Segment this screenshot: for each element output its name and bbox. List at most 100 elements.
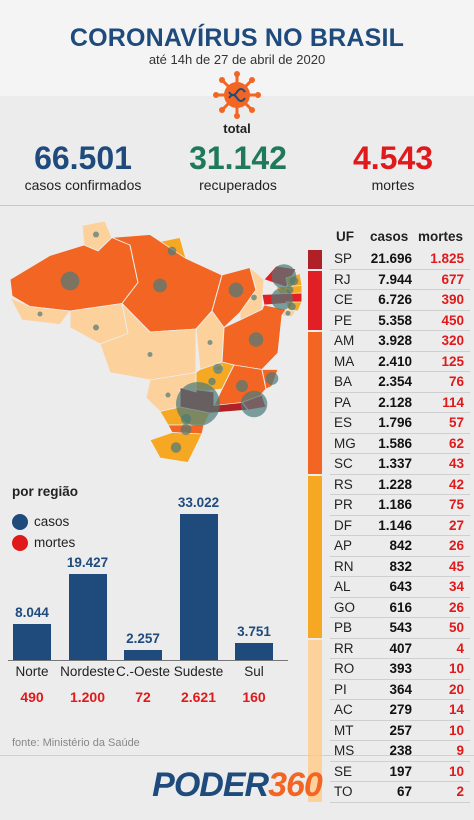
row-uf: MG xyxy=(334,435,356,451)
bar-sul xyxy=(235,643,273,660)
row-divider xyxy=(330,350,470,352)
bar-value-label: 8.044 xyxy=(15,605,49,621)
row-mortes: 10 xyxy=(448,763,464,779)
row-casos: 1.796 xyxy=(378,415,412,430)
row-casos: 2.410 xyxy=(378,353,412,369)
bar-value-label: 33.022 xyxy=(177,495,220,510)
row-divider xyxy=(330,432,470,434)
row-divider xyxy=(330,309,470,311)
deaths-value: 4.543 xyxy=(352,140,434,176)
row-mortes: 20 xyxy=(448,681,464,697)
row-uf: RJ xyxy=(334,271,351,287)
row-divider xyxy=(330,576,470,577)
row-mortes: 677 xyxy=(441,271,464,287)
bar-category-label: Nordeste xyxy=(60,664,115,679)
row-divider xyxy=(330,740,470,741)
row-casos: 1.186 xyxy=(378,497,412,512)
region-chart-title: por região xyxy=(12,484,79,499)
map-bubble-ba xyxy=(248,332,264,347)
row-divider xyxy=(330,658,470,659)
row-uf: GO xyxy=(334,599,356,615)
row-uf: PR xyxy=(334,497,353,512)
table-row: AM 3.928 320 xyxy=(330,331,470,352)
table-row: RS 1.228 42 xyxy=(330,475,470,495)
row-uf: RS xyxy=(334,476,353,492)
row-divider xyxy=(330,289,470,290)
row-uf: AL xyxy=(334,579,351,594)
confirmed-label: casos confirmados xyxy=(24,177,142,193)
map-bubble-rj xyxy=(240,390,268,418)
legend-cases-label: casos xyxy=(34,514,70,529)
tier-block xyxy=(308,270,322,330)
row-mortes: 43 xyxy=(448,456,464,471)
row-mortes: 26 xyxy=(448,599,464,615)
row-uf: DF xyxy=(334,517,352,533)
divider xyxy=(0,205,474,206)
bar-deaths-label: 160 xyxy=(242,689,266,705)
row-uf: SE xyxy=(334,763,353,779)
row-mortes: 390 xyxy=(441,292,464,307)
row-uf: PA xyxy=(334,394,352,410)
map-bubble-ro xyxy=(93,324,99,331)
row-divider xyxy=(330,330,470,331)
row-divider xyxy=(330,494,470,495)
bar-value-label: 2.257 xyxy=(126,631,160,647)
row-casos: 1.586 xyxy=(378,435,412,451)
table-row: PI 364 20 xyxy=(330,680,470,700)
row-divider xyxy=(330,801,470,803)
row-mortes: 9 xyxy=(456,743,464,758)
row-divider xyxy=(330,760,470,762)
bar-deaths-label: 72 xyxy=(135,689,151,705)
row-mortes: 42 xyxy=(448,476,464,492)
virus-icon xyxy=(213,71,261,119)
map-bubble-am xyxy=(60,271,80,291)
table-row: MG 1.586 62 xyxy=(330,434,470,454)
bar-baseline xyxy=(8,660,288,661)
row-uf: CE xyxy=(334,292,353,307)
row-mortes: 27 xyxy=(448,517,464,533)
row-uf: BA xyxy=(334,374,353,389)
table-row: PR 1.186 75 xyxy=(330,495,470,516)
col-mortes: mortes xyxy=(418,229,464,244)
row-mortes: 10 xyxy=(448,722,464,738)
row-casos: 2.354 xyxy=(378,374,412,389)
legend-deaths-dot xyxy=(12,535,28,551)
table-row: MS 238 9 xyxy=(330,741,470,762)
table-row: MT 257 10 xyxy=(330,721,470,741)
row-divider xyxy=(330,514,470,516)
row-mortes: 1.825 xyxy=(430,251,464,266)
row-divider xyxy=(330,699,470,700)
row-uf: RR xyxy=(334,640,354,656)
map-bubble-pb xyxy=(286,286,294,294)
row-casos: 407 xyxy=(389,640,412,656)
footer-divider xyxy=(0,755,474,756)
brand-part1: PODER xyxy=(152,766,269,804)
row-divider xyxy=(330,412,470,413)
bar-norte xyxy=(13,624,51,660)
map-bubble-es xyxy=(265,372,279,385)
row-casos: 616 xyxy=(389,599,412,615)
row-mortes: 76 xyxy=(448,374,464,389)
row-mortes: 26 xyxy=(448,538,464,553)
row-uf: SP xyxy=(334,251,353,266)
table-row: SE 197 10 xyxy=(330,762,470,782)
row-uf: RN xyxy=(334,558,354,574)
row-casos: 67 xyxy=(396,784,412,799)
row-casos: 6.726 xyxy=(378,292,412,307)
table-row: PE 5.358 450 xyxy=(330,311,470,331)
table-row: RN 832 45 xyxy=(330,557,470,577)
table-row: RR 407 4 xyxy=(330,639,470,659)
total-label: total xyxy=(223,121,251,136)
map-bubble-se xyxy=(285,310,291,316)
row-casos: 21.696 xyxy=(370,251,412,266)
map-bubble-pa xyxy=(153,278,167,293)
map-bubble-pr xyxy=(180,413,192,425)
table-row: SP 21.696 1.825 xyxy=(330,249,470,270)
table-row: RO 393 10 xyxy=(330,659,470,680)
table-row: PA 2.128 114 xyxy=(330,393,470,413)
map-bubble-sc xyxy=(180,424,192,435)
bar-nordeste xyxy=(68,574,107,660)
map-bubble-go xyxy=(208,377,216,386)
row-uf: AC xyxy=(334,702,353,717)
bar-deaths-label: 2.621 xyxy=(180,689,217,705)
